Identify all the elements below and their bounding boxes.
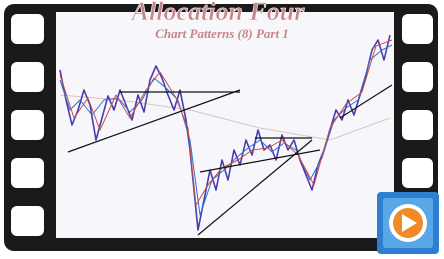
video-subtitle: Chart Patterns (8) Part 1 (155, 26, 289, 41)
play-button[interactable] (377, 192, 439, 254)
video-title: Allocation Four (130, 0, 306, 26)
video-frame (56, 12, 394, 238)
video-thumbnail[interactable]: Allocation Four Chart Patterns (8) Part … (0, 0, 444, 259)
page: {"header": {"title": "Allocation Four", … (0, 0, 444, 259)
